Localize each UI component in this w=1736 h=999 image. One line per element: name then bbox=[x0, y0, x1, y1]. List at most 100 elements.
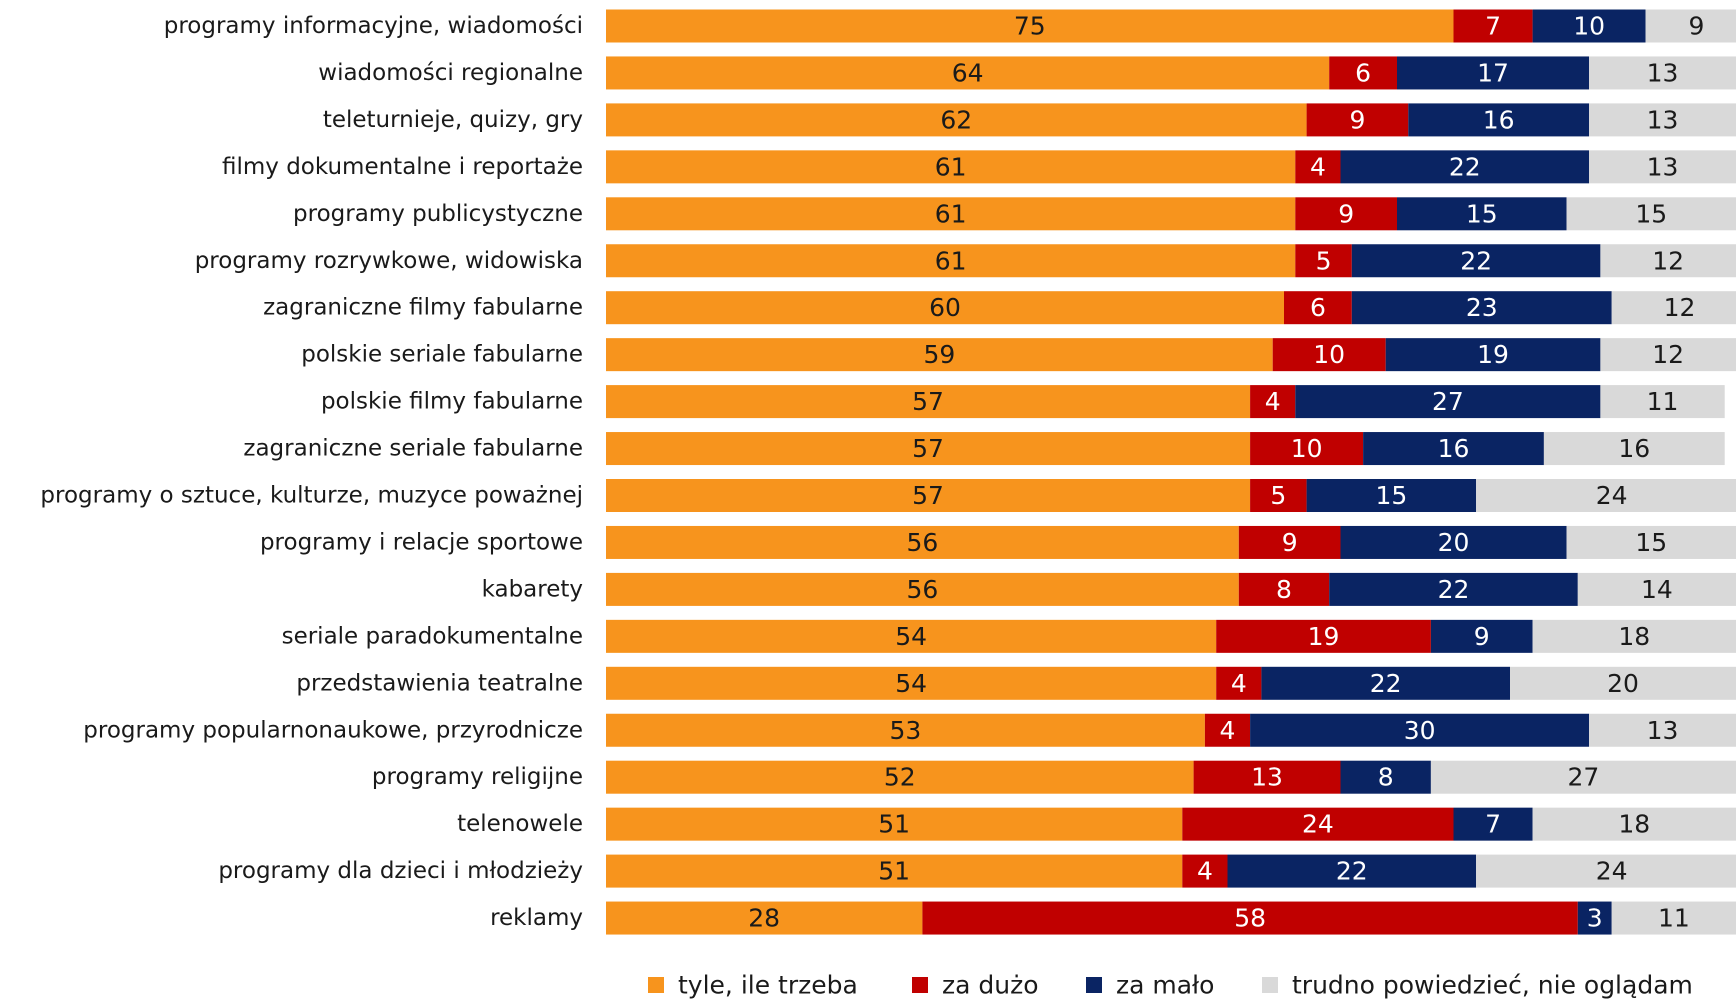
data-label: 61 bbox=[935, 152, 967, 181]
bar-segment bbox=[1430, 619, 1533, 653]
bar-segment bbox=[606, 244, 1296, 278]
legend-label: tyle, ile trzeba bbox=[678, 971, 858, 999]
bar-segment bbox=[606, 479, 1251, 512]
bar-segment bbox=[1589, 150, 1736, 184]
data-label: 7 bbox=[1485, 810, 1501, 839]
bar-segment bbox=[1238, 572, 1330, 606]
bar-segment bbox=[1566, 197, 1736, 231]
bar-segment bbox=[606, 291, 1284, 325]
bar-segment bbox=[606, 103, 1307, 137]
bar-segment bbox=[1589, 103, 1736, 137]
data-label: 3 bbox=[1587, 904, 1603, 933]
bar-segment bbox=[606, 385, 1251, 419]
bar-segment bbox=[1193, 760, 1341, 794]
bar-segment bbox=[1216, 619, 1431, 653]
category-label: wiadomości regionalne bbox=[318, 60, 583, 86]
bar-segment bbox=[922, 901, 1578, 935]
data-label: 9 bbox=[1349, 105, 1365, 134]
bar-segment bbox=[1272, 338, 1386, 372]
bar-segment bbox=[606, 432, 1251, 466]
data-label: 57 bbox=[912, 481, 944, 510]
bar-segment bbox=[1216, 666, 1262, 700]
bar-segment bbox=[1476, 479, 1736, 512]
bar-segment bbox=[1351, 244, 1601, 278]
data-label: 9 bbox=[1282, 528, 1298, 557]
bar-segment bbox=[1532, 619, 1736, 653]
bar-segment bbox=[1182, 854, 1228, 888]
data-label: 10 bbox=[1313, 340, 1345, 369]
bar-segment bbox=[1385, 338, 1601, 372]
bar-segment bbox=[1227, 854, 1477, 888]
bar-segment bbox=[1611, 901, 1736, 935]
legend-label: za dużo bbox=[942, 971, 1039, 999]
data-label: 10 bbox=[1573, 12, 1605, 41]
data-label: 53 bbox=[890, 716, 922, 745]
bar-segment bbox=[1295, 385, 1601, 419]
bar-segment bbox=[606, 666, 1217, 700]
bar-segment bbox=[1250, 479, 1307, 512]
bar-segment bbox=[1397, 197, 1567, 231]
category-label: programy dla dzieci i młodzieży bbox=[218, 858, 583, 884]
bar-segment bbox=[606, 197, 1296, 231]
data-label: 9 bbox=[1688, 12, 1704, 41]
bar-segment bbox=[1351, 291, 1612, 325]
data-label: 20 bbox=[1607, 669, 1639, 698]
bar-segment bbox=[606, 901, 923, 935]
category-labels: programy informacyjne, wiadomości wiadomo… bbox=[40, 13, 583, 931]
category-label: programy rozrywkowe, widowiska bbox=[195, 248, 583, 274]
bar-segment bbox=[1430, 760, 1736, 794]
data-label: 62 bbox=[940, 105, 972, 134]
data-label: 12 bbox=[1664, 293, 1696, 322]
data-label: 16 bbox=[1618, 434, 1650, 463]
category-label: telenowele bbox=[457, 811, 583, 837]
data-label: 24 bbox=[1596, 857, 1628, 886]
data-label: 9 bbox=[1338, 199, 1354, 228]
bar-segment bbox=[1566, 525, 1736, 559]
bar-segment bbox=[1261, 666, 1510, 700]
bar-segment bbox=[1329, 572, 1578, 606]
bar-segment bbox=[1589, 713, 1736, 747]
bar-segment bbox=[1329, 56, 1397, 90]
bar-segment bbox=[1238, 525, 1341, 559]
bar-segment bbox=[606, 713, 1205, 747]
bar-segment bbox=[1600, 244, 1736, 278]
data-label: 59 bbox=[923, 340, 955, 369]
data-label: 13 bbox=[1251, 763, 1283, 792]
data-label: 19 bbox=[1477, 340, 1509, 369]
bar-segment bbox=[1340, 525, 1567, 559]
data-label: 16 bbox=[1438, 434, 1470, 463]
data-label: 6 bbox=[1355, 58, 1371, 87]
bar-segment bbox=[1204, 713, 1251, 747]
data-label: 15 bbox=[1635, 199, 1667, 228]
data-label: 4 bbox=[1265, 387, 1281, 416]
category-label: programy popularnonaukowe, przyrodnicze bbox=[83, 717, 583, 743]
bar-segment bbox=[1306, 479, 1477, 512]
category-label: seriale paradokumentalne bbox=[282, 623, 583, 649]
bar-segment bbox=[1340, 760, 1431, 794]
legend-swatch bbox=[648, 977, 664, 993]
data-label: 6 bbox=[1310, 293, 1326, 322]
data-label: 22 bbox=[1449, 152, 1481, 181]
bar-segment bbox=[1250, 713, 1590, 747]
bar-segment bbox=[1543, 432, 1725, 466]
bar-segment bbox=[606, 338, 1273, 372]
bar-segment bbox=[606, 807, 1183, 841]
bar-segment bbox=[1611, 291, 1736, 325]
bar-segment bbox=[606, 760, 1194, 794]
data-label: 5 bbox=[1270, 481, 1286, 510]
data-label: 20 bbox=[1438, 528, 1470, 557]
bar-segment bbox=[606, 56, 1330, 90]
data-label: 11 bbox=[1647, 387, 1679, 416]
bar-segment bbox=[1363, 432, 1544, 466]
data-label: 27 bbox=[1432, 387, 1464, 416]
data-label: 28 bbox=[748, 904, 780, 933]
data-label: 54 bbox=[895, 669, 927, 698]
data-label: 10 bbox=[1291, 434, 1323, 463]
legend-label: za mało bbox=[1116, 971, 1214, 999]
bar-segment bbox=[606, 525, 1239, 559]
data-label: 17 bbox=[1477, 58, 1509, 87]
legend-swatch bbox=[1262, 977, 1278, 993]
data-label: 4 bbox=[1197, 857, 1213, 886]
data-label: 13 bbox=[1647, 58, 1679, 87]
